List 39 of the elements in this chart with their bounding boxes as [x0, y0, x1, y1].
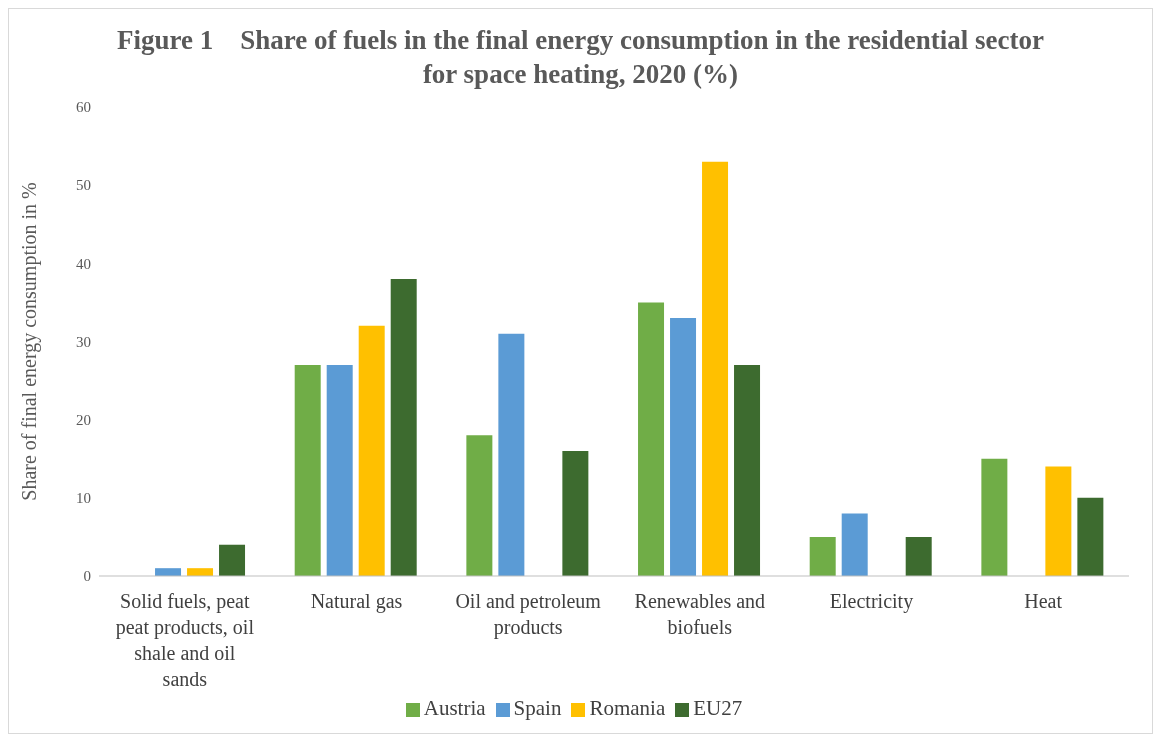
bar [702, 161, 729, 576]
bar [670, 318, 697, 576]
bar [358, 325, 385, 576]
bar [809, 536, 836, 576]
bar [1045, 466, 1072, 576]
bar [734, 364, 761, 576]
chart-title: Figure 1 Share of fuels in the final energy consumption in the residential sector for space heating, 2020 (%) [116, 24, 1045, 91]
y-tick-label: 20 [76, 411, 91, 428]
bar [326, 364, 353, 576]
bar [466, 435, 493, 576]
x-tick-label: Renewables and biofuels [634, 590, 766, 638]
bar [841, 513, 868, 576]
legend-label: Spain [513, 696, 562, 720]
legend-label: Austria [423, 696, 486, 720]
y-tick-label: 30 [76, 333, 91, 350]
bar [155, 568, 182, 576]
y-tick-label: 40 [76, 255, 91, 272]
x-tick-label: Oil and petroleum products [455, 590, 602, 639]
y-tick-label: 60 [76, 99, 91, 116]
legend-label: Romania [589, 696, 666, 720]
bar [905, 536, 932, 576]
x-tick-label: Heat [1024, 590, 1063, 612]
bar [981, 458, 1008, 576]
bar [638, 302, 665, 576]
bar [1077, 497, 1104, 576]
bar [187, 568, 214, 576]
y-tick-label: 50 [76, 177, 91, 194]
x-tick-label: Electricity [829, 590, 914, 613]
bar [219, 544, 246, 576]
bar [562, 450, 589, 576]
bar [390, 278, 417, 576]
x-tick-label: Solid fuels, peat peat products, oil shale and oil sands [115, 590, 255, 690]
legend-label: EU27 [693, 696, 743, 720]
bar [498, 333, 525, 576]
y-tick-label: 10 [76, 490, 91, 507]
y-tick-label: 0 [83, 568, 91, 585]
bar [294, 364, 321, 576]
x-tick-label: Natural gas [310, 590, 403, 613]
y-axis-title: Share of final energy consumption in % [18, 182, 42, 501]
